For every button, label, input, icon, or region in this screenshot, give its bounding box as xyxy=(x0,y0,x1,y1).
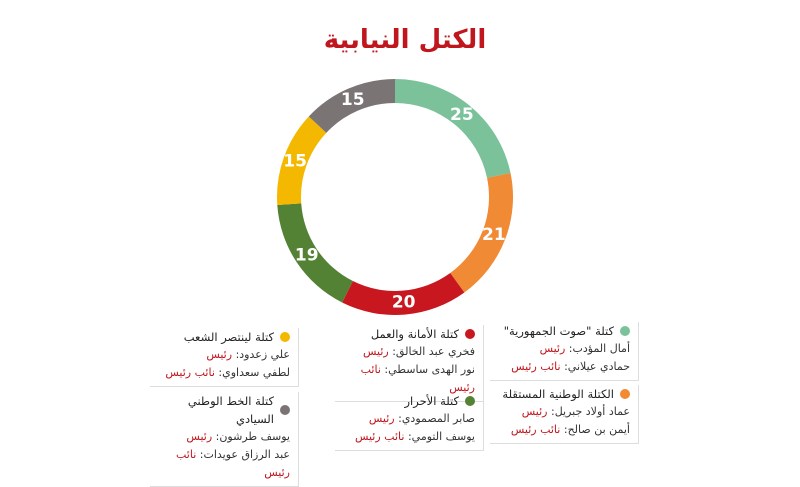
member-role: رئيس xyxy=(206,348,233,361)
legend-head: كتلة الخط الوطني السيادي xyxy=(150,392,290,428)
member-name: لطفي سعداوي: xyxy=(218,366,290,379)
donut-segment xyxy=(277,116,327,206)
member-name: يوسف طرشون: xyxy=(215,430,290,443)
legend-swatch xyxy=(465,396,475,406)
member: حمادي عيلاني: نائب رئيس xyxy=(490,358,630,376)
member: صابر المصمودي: رئيس xyxy=(335,410,475,428)
legend-swatch xyxy=(465,329,475,339)
legend-label: كتلة الخط الوطني السيادي xyxy=(187,394,274,426)
member-name: فخري عبد الخالق: xyxy=(392,345,475,358)
member-role: رئيس xyxy=(186,430,213,443)
segment-label: 19 xyxy=(295,246,319,266)
segment-label: 25 xyxy=(450,105,474,125)
infographic: الكتل النيابية 25 21 20 19 15 15 كتلة "صوت ال… xyxy=(150,25,639,487)
legend-entry: الكتلة الوطنية المستقلة عماد أولاد جبريل:… xyxy=(490,385,639,444)
member-name: أمال المؤدب: xyxy=(568,342,630,355)
legend-swatch xyxy=(620,326,630,336)
member: علي زعدود: رئيس xyxy=(150,346,290,364)
member: عماد أولاد جبريل: رئيس xyxy=(490,403,630,421)
member: فخري عبد الخالق: رئيس xyxy=(335,343,475,361)
legend-swatch xyxy=(280,405,290,415)
member-role: رئيس xyxy=(521,405,548,418)
member-name: صابر المصمودي: xyxy=(398,412,475,425)
member-name: نور الهدى ساسطي: xyxy=(384,363,475,376)
member-role: نائب رئيس xyxy=(360,363,475,394)
member-name: يوسف التومي: xyxy=(407,430,475,443)
member: أمال المؤدب: رئيس xyxy=(490,340,630,358)
donut-segment xyxy=(277,203,353,303)
legend-entry: كتلة الأحرار صابر المصمودي: رئيس يوسف التو… xyxy=(335,392,484,451)
segment-label: 21 xyxy=(482,225,506,245)
segment-label: 20 xyxy=(392,293,416,313)
legend-head: كتلة الأمانة والعمل xyxy=(335,325,475,343)
legend-entry: كتلة الأمانة والعمل فخري عبد الخالق: رئيس… xyxy=(335,325,484,402)
member-name: عماد أولاد جبريل: xyxy=(551,405,630,418)
legend-entry: كتلة "صوت الجمهورية" أمال المؤدب: رئيس حما… xyxy=(490,322,639,381)
member: يوسف طرشون: رئيس xyxy=(150,428,290,446)
legend-label: كتلة لينتصر الشعب xyxy=(183,330,274,344)
member-name: أيمن بن صالح: xyxy=(563,423,630,436)
donut-segment xyxy=(308,79,395,133)
legend-entry: كتلة لينتصر الشعب علي زعدود: رئيس لطفي سعد… xyxy=(150,328,299,387)
member: نور الهدى ساسطي: نائب رئيس xyxy=(335,361,475,397)
member-role: نائب رئيس xyxy=(510,423,561,436)
legend-label: كتلة "صوت الجمهورية" xyxy=(503,324,614,338)
legend-swatch xyxy=(280,332,290,342)
member: أيمن بن صالح: نائب رئيس xyxy=(490,421,630,439)
segment-label: 15 xyxy=(283,152,307,172)
legend-entry: كتلة الخط الوطني السيادي يوسف طرشون: رئيس… xyxy=(150,392,299,487)
member-role: نائب رئيس xyxy=(511,360,561,373)
donut-segment xyxy=(342,273,465,316)
donut-segment xyxy=(395,79,511,178)
member-name: علي زعدود: xyxy=(235,348,290,361)
segment-label: 15 xyxy=(341,90,365,110)
member-role: نائب رئيس xyxy=(354,430,405,443)
legend-label: كتلة الأحرار xyxy=(404,394,459,408)
legend-head: كتلة "صوت الجمهورية" xyxy=(490,322,630,340)
member: لطفي سعداوي: نائب رئيس xyxy=(150,364,290,382)
member: يوسف التومي: نائب رئيس xyxy=(335,428,475,446)
member-role: رئيس xyxy=(539,342,566,355)
member-name: حمادي عيلاني: xyxy=(564,360,630,373)
legend-label: الكتلة الوطنية المستقلة xyxy=(502,387,614,401)
donut-segment xyxy=(450,172,513,293)
legend-label: كتلة الأمانة والعمل xyxy=(370,327,459,341)
member-role: نائب رئيس xyxy=(165,366,215,379)
chart-title: الكتل النيابية xyxy=(324,25,486,55)
chart: الكتل النيابية 25 21 20 19 15 15 xyxy=(277,25,513,316)
legend-head: كتلة الأحرار xyxy=(335,392,475,410)
member: عبد الرزاق عويدات: نائب رئيس xyxy=(150,446,290,482)
member-role: رئيس xyxy=(368,412,395,425)
legend-head: الكتلة الوطنية المستقلة xyxy=(490,385,630,403)
member-role: رئيس xyxy=(363,345,389,358)
legend-swatch xyxy=(620,389,630,399)
legend-head: كتلة لينتصر الشعب xyxy=(150,328,290,346)
